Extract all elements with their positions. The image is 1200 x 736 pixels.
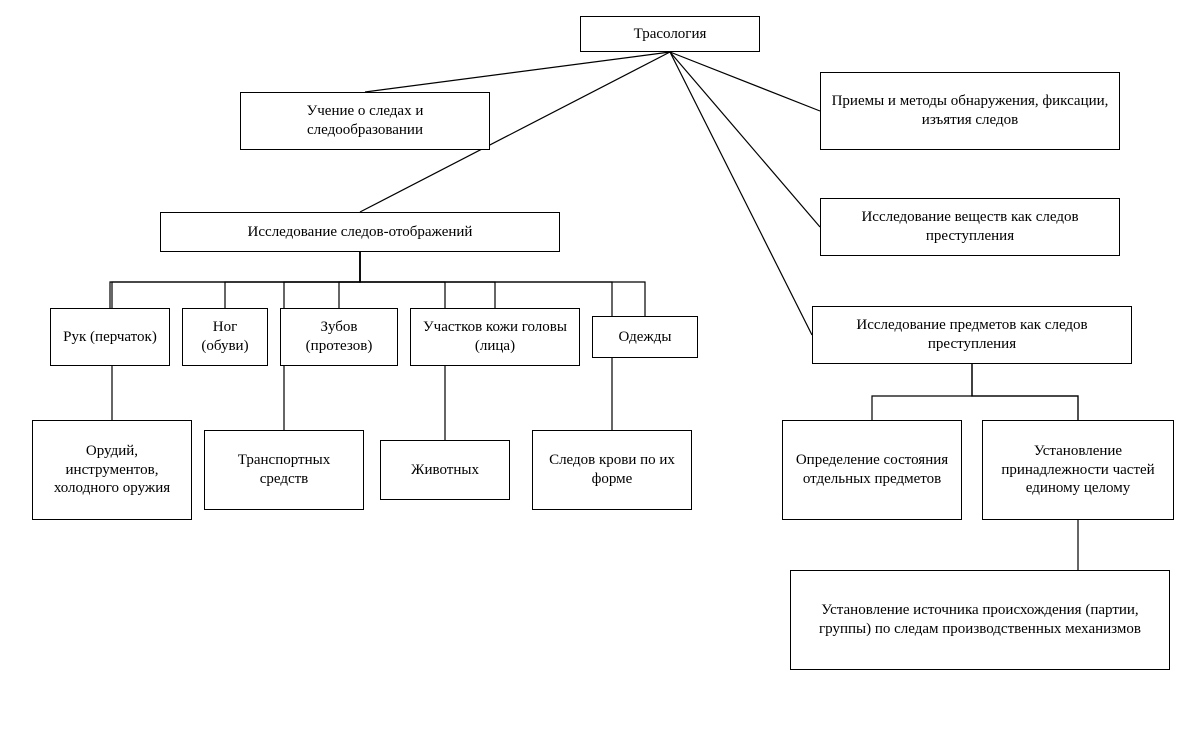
edge <box>360 252 495 308</box>
node-c1: Рук (перчаток) <box>50 308 170 366</box>
edge <box>225 252 360 308</box>
node-c4: Участков кожи головы (лица) <box>410 308 580 366</box>
edge <box>670 52 812 335</box>
node-label: Учение о следах и следообразовании <box>251 102 479 140</box>
edge <box>872 364 972 420</box>
node-label: Исследование веществ как следов преступл… <box>831 208 1109 246</box>
node-p3: Установление источника происхождения (па… <box>790 570 1170 670</box>
edge <box>339 252 360 308</box>
edge <box>110 252 360 308</box>
node-n3: Исследование следов-отображений <box>160 212 560 252</box>
diagram-stage: Трасология Учение о следах и следообразов… <box>0 0 1200 736</box>
node-label: Определение состояния отдельных предмето… <box>793 451 951 489</box>
edge <box>670 52 820 111</box>
node-label: Следов крови по их форме <box>543 451 681 489</box>
node-n4: Исследование веществ как следов преступл… <box>820 198 1120 256</box>
node-n5: Исследование предметов как следов престу… <box>812 306 1132 364</box>
node-label: Одежды <box>619 328 672 347</box>
node-n1: Учение о следах и следообразовании <box>240 92 490 150</box>
node-c5: Одежды <box>592 316 698 358</box>
node-label: Трасология <box>634 25 707 44</box>
node-label: Транспортных средств <box>215 451 353 489</box>
node-label: Ног (обуви) <box>193 318 257 356</box>
node-c3: Зубов (протезов) <box>280 308 398 366</box>
node-label: Рук (перчаток) <box>63 328 157 347</box>
edge <box>670 52 820 227</box>
node-b4: Следов крови по их форме <box>532 430 692 510</box>
node-b3: Животных <box>380 440 510 500</box>
node-n2: Приемы и методы обнаружения, фиксации, и… <box>820 72 1120 150</box>
node-label: Установление принадлежности частей едино… <box>993 442 1163 498</box>
edge <box>972 364 1078 420</box>
node-label: Исследование следов-отображений <box>248 223 473 242</box>
node-label: Животных <box>411 461 479 480</box>
node-p2: Установление принадлежности частей едино… <box>982 420 1174 520</box>
node-label: Установление источника происхождения (па… <box>801 601 1159 639</box>
node-label: Исследование предметов как следов престу… <box>823 316 1121 354</box>
edge <box>365 52 670 92</box>
node-c2: Ног (обуви) <box>182 308 268 366</box>
node-label: Орудий, инструментов, холодного оружия <box>43 442 181 498</box>
edge <box>360 252 645 316</box>
node-label: Приемы и методы обнаружения, фиксации, и… <box>831 92 1109 130</box>
node-b2: Транспортных средств <box>204 430 364 510</box>
node-p1: Определение состояния отдельных предмето… <box>782 420 962 520</box>
node-label: Зубов (протезов) <box>291 318 387 356</box>
node-label: Участков кожи головы (лица) <box>421 318 569 356</box>
node-b1: Орудий, инструментов, холодного оружия <box>32 420 192 520</box>
node-root: Трасология <box>580 16 760 52</box>
